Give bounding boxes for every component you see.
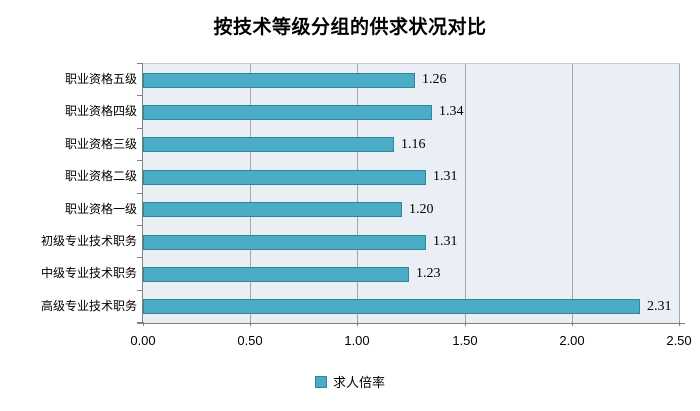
value-label: 2.31 [647,299,672,314]
category-label: 高级专业技术职务 [40,299,137,313]
category-label: 中级专业技术职务 [40,266,137,280]
category-label: 职业资格三级 [64,137,137,151]
plot-area: 1.26 1.34 1.16 1.31 1.20 1.31 1.23 2.31 [137,63,685,324]
y-axis-tick [137,128,143,129]
x-axis-tick-label: 0.50 [237,333,263,348]
bar-中级专业技术职务 [143,267,409,282]
x-axis-line [137,323,685,324]
bar-职业资格五级 [143,73,415,88]
x-axis-tick-label: 2.50 [666,333,692,348]
bar-职业资格二级 [143,170,426,185]
value-label: 1.31 [433,169,458,184]
category-label: 职业资格一级 [64,202,137,216]
value-label: 1.26 [422,72,447,87]
legend-swatch-icon [314,375,327,388]
chart-title: 按技术等级分组的供求状况对比 [213,16,487,38]
x-axis-tick [679,322,680,326]
gridline [572,64,573,323]
x-axis-tick [465,322,466,326]
y-axis-tick [137,322,143,323]
category-label: 职业资格四级 [64,104,137,118]
x-axis-tick [143,322,144,326]
category-label: 职业资格五级 [64,72,137,86]
y-axis-tick [137,95,143,96]
bar-初级专业技术职务 [143,235,426,250]
value-label: 1.31 [433,234,458,249]
value-label: 1.20 [409,202,434,217]
legend: 求人倍率 [0,372,700,391]
category-label: 初级专业技术职务 [40,234,137,248]
y-axis-tick [137,193,143,194]
x-axis-tick-label: 2.00 [559,333,585,348]
x-axis-tick-label: 0.00 [130,333,156,348]
gridline [465,64,466,323]
value-label: 1.23 [416,266,441,281]
gridline [357,64,358,323]
gridline [250,64,251,323]
x-axis-tick [357,322,358,326]
y-axis-tick [137,63,143,64]
bar-职业资格一级 [143,202,402,217]
x-axis-tick [250,322,251,326]
value-label: 1.34 [439,104,464,119]
value-label: 1.16 [401,137,426,152]
x-axis-tick [572,322,573,326]
y-axis-tick [137,160,143,161]
bar-职业资格四级 [143,105,432,120]
bar-高级专业技术职务 [143,299,640,314]
x-axis-tick-label: 1.50 [452,333,478,348]
x-axis-tick-label: 1.00 [344,333,370,348]
y-axis-tick [137,257,143,258]
category-label: 职业资格二级 [64,169,137,183]
y-axis-tick [137,225,143,226]
legend-label: 求人倍率 [332,376,385,391]
bar-职业资格三级 [143,137,394,152]
y-axis-tick [137,290,143,291]
